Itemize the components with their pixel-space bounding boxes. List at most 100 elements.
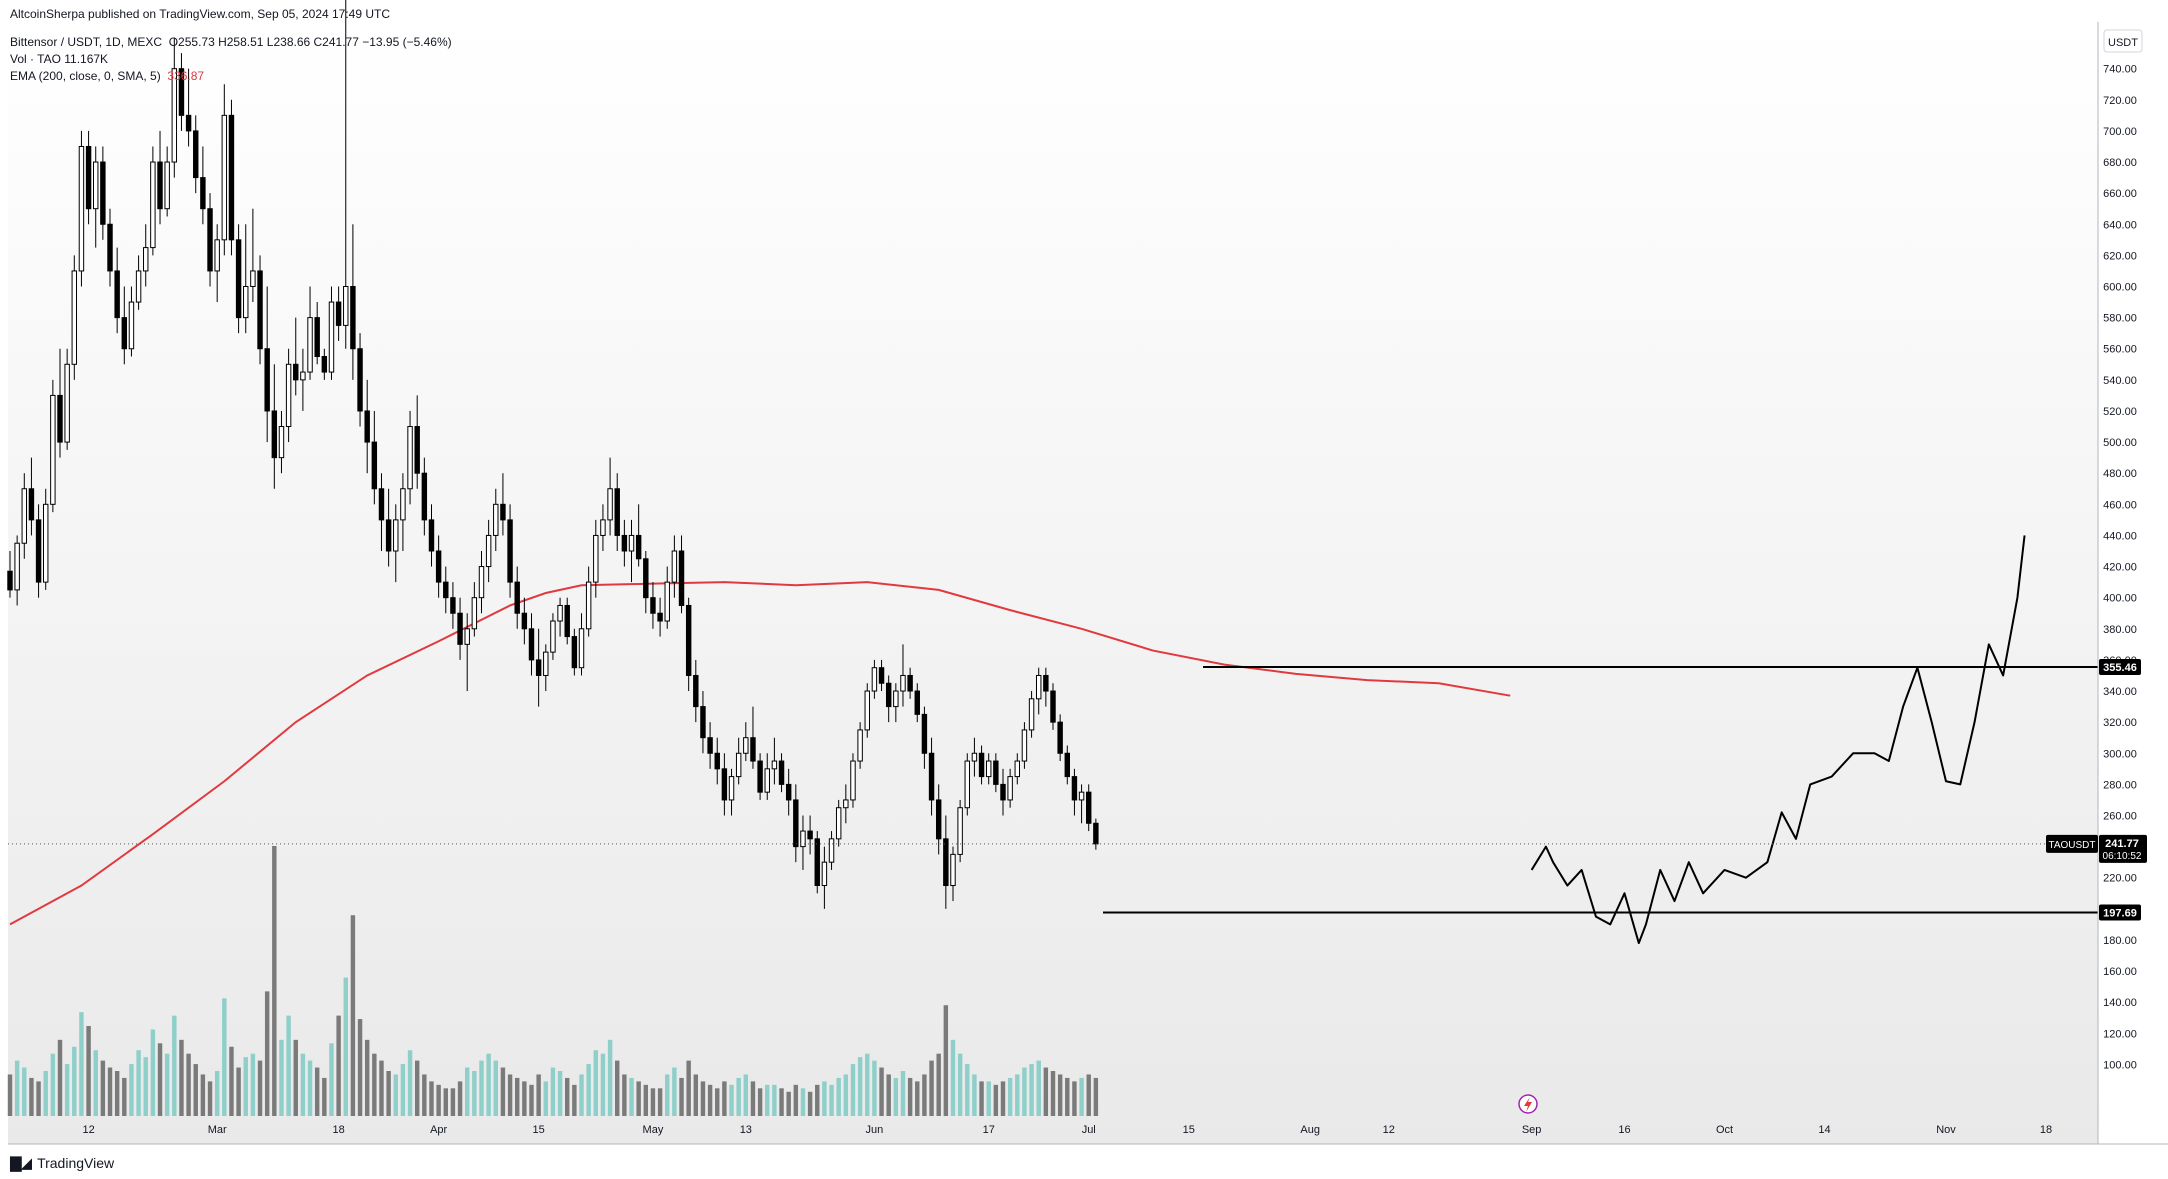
volume-bar: [172, 1015, 177, 1116]
volume-bar: [850, 1064, 856, 1116]
price-tick-label: 620.00: [2103, 250, 2137, 262]
current-price-text: 241.77: [2105, 838, 2139, 850]
candle-body: [514, 581, 520, 614]
volume-legend[interactable]: Vol · TAO 11.167K: [10, 52, 109, 66]
candle-body: [464, 628, 470, 645]
candle-body: [493, 503, 499, 536]
price-tick-label: 180.00: [2103, 935, 2137, 947]
candle-body: [143, 247, 149, 272]
volume-bar: [236, 1067, 241, 1116]
volume-bar: [129, 1064, 134, 1116]
volume-bar: [1093, 1077, 1099, 1116]
candle-body: [821, 861, 828, 887]
candle-body: [1093, 822, 1099, 845]
candle-body: [328, 301, 335, 373]
volume-bar: [729, 1084, 734, 1116]
currency-box[interactable]: USDT: [2103, 29, 2143, 53]
volume-bar: [700, 1081, 706, 1116]
volume-bar: [572, 1084, 577, 1116]
time-tick-label: 15: [1183, 1124, 1195, 1136]
candle-body: [271, 410, 278, 459]
price-tick-label: 420.00: [2103, 562, 2137, 574]
candle-body: [135, 270, 142, 303]
candle-body: [457, 612, 463, 645]
volume-bar: [100, 1060, 106, 1116]
candle-body: [635, 534, 642, 560]
volume-bar: [715, 1088, 720, 1116]
symbol-legend[interactable]: Bittensor / USDT, 1D, MEXC O255.73 H258.…: [10, 34, 452, 50]
volume-bar: [586, 1064, 591, 1116]
volume-bar: [650, 1088, 656, 1116]
time-tick-label: 14: [1818, 1124, 1830, 1136]
price-tick-label: 100.00: [2103, 1059, 2137, 1071]
level-price-label[interactable]: 197.69: [2099, 904, 2141, 921]
level-price-label[interactable]: 355.46: [2099, 658, 2141, 675]
ema-legend[interactable]: EMA (200, close, 0, SMA, 5) 336.87: [10, 68, 204, 84]
candle-body: [900, 674, 906, 692]
candle-body: [207, 208, 213, 272]
candle-body: [721, 768, 728, 801]
volume-bar: [1065, 1077, 1070, 1116]
projection-path[interactable]: [1530, 535, 2026, 945]
tradingview-logo[interactable]: ▇◢ TradingView: [10, 1154, 114, 1172]
candle-body: [864, 690, 870, 731]
volume-bar: [293, 1039, 298, 1116]
volume-bar: [250, 1053, 256, 1116]
volume-bar: [72, 1046, 77, 1116]
price-axis: 100.00120.00140.00160.00180.00200.00220.…: [2103, 64, 2137, 1072]
candle-body: [793, 799, 799, 848]
volume-bar: [207, 1081, 213, 1116]
candle-body: [914, 690, 920, 715]
volume-bar: [7, 1074, 13, 1116]
volume-bar: [336, 1015, 341, 1116]
candle-body: [257, 270, 263, 350]
candle-body: [628, 534, 635, 552]
candle-body: [414, 426, 420, 474]
candle-body: [43, 503, 49, 583]
candle-body: [71, 270, 78, 365]
volume-bar: [479, 1060, 484, 1116]
volume-bar: [615, 1060, 620, 1116]
price-tick-label: 140.00: [2103, 997, 2137, 1009]
symbol-name[interactable]: Bittensor / USDT, 1D, MEXC: [10, 35, 163, 49]
price-tick-label: 220.00: [2103, 873, 2137, 885]
alert-icon[interactable]: [1518, 1094, 1538, 1114]
volume-bar: [1086, 1074, 1091, 1116]
horizontal-levels: [1103, 665, 2098, 914]
candle-body: [164, 161, 170, 210]
candle-body: [85, 145, 92, 210]
volume-bar: [550, 1067, 556, 1116]
volume-bar: [286, 1015, 291, 1116]
volume-bar: [886, 1074, 891, 1116]
candle-body: [807, 830, 813, 840]
brand-name: TradingView: [37, 1155, 115, 1171]
candle-body: [521, 612, 528, 630]
candle-body: [843, 799, 849, 809]
volume-bar: [665, 1074, 670, 1116]
candle-body: [185, 114, 192, 132]
volume-bar: [393, 1074, 398, 1116]
price-tick-label: 300.00: [2103, 748, 2137, 760]
candle-body: [450, 597, 456, 614]
candle-body: [850, 760, 856, 801]
volume-bar: [214, 1071, 220, 1116]
candle-body: [157, 161, 163, 210]
volume-bar: [622, 1074, 627, 1116]
volume-bar: [736, 1077, 741, 1116]
volume-bars: [7, 846, 1099, 1116]
candle-body: [657, 612, 663, 622]
candle-body: [214, 239, 220, 272]
candle-body: [600, 519, 606, 536]
candle-body: [221, 114, 228, 241]
candle-body: [507, 519, 513, 583]
currency-label: USDT: [2108, 37, 2138, 49]
volume-bar: [957, 1053, 963, 1116]
volume-bar: [164, 1053, 170, 1116]
volume-bar: [450, 1088, 456, 1116]
volume-bar: [1072, 1081, 1077, 1116]
volume-bar: [965, 1064, 970, 1116]
candle-body: [378, 488, 385, 521]
candle-body: [578, 628, 585, 669]
